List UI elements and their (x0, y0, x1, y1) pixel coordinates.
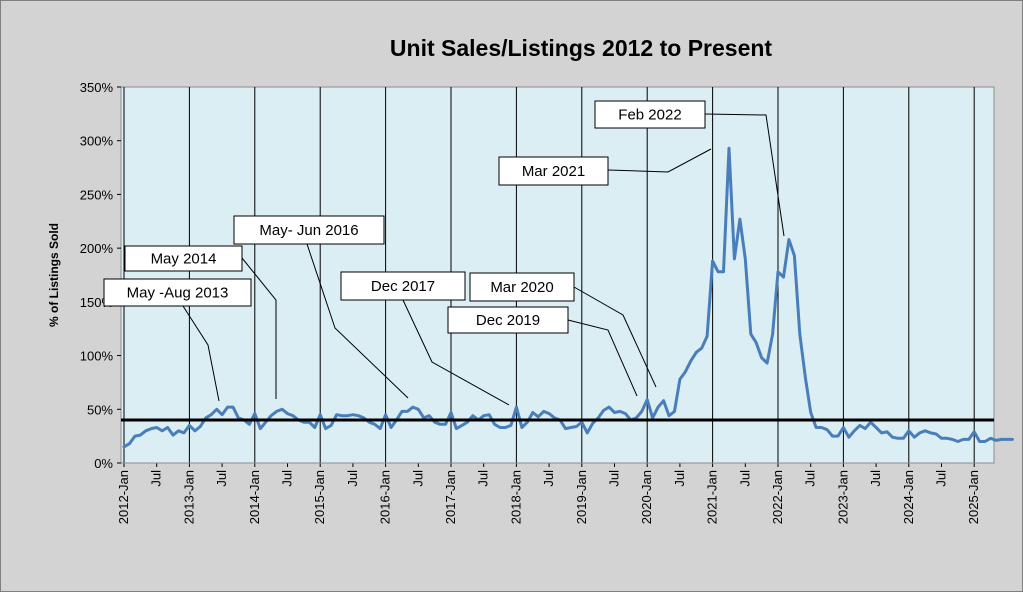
x-tick-label: 2014-Jan (247, 470, 262, 524)
annotation-leader (182, 305, 220, 402)
x-tick-label: Jul (280, 470, 295, 487)
axis-layer: 0%50%100%150%200%250%300%350%2012-Jan Jul… (80, 80, 994, 524)
x-tick-label: 2016-Jan (378, 470, 393, 524)
annotation-box (447, 306, 569, 334)
annotation-leader (306, 243, 409, 399)
annotation-box (233, 215, 385, 245)
annotation-label: May 2014 (151, 251, 217, 268)
x-tick-label: 2013-Jan (181, 470, 196, 524)
x-tick-label: Jul (214, 470, 229, 487)
annotation-box (103, 278, 252, 307)
y-tick-label: 50% (87, 402, 113, 417)
grid-layer (123, 87, 975, 463)
annotation-box (594, 100, 706, 129)
x-tick-label: 2019-Jan (574, 470, 589, 524)
series-layer (121, 146, 1014, 449)
x-tick-label: Jul (868, 470, 883, 487)
x-tick-label: 2024-Jan (901, 470, 916, 524)
annotation-leader (567, 319, 638, 397)
x-tick-label: 2017-Jan (443, 470, 458, 524)
y-axis-label: % of Listings Sold (47, 223, 61, 327)
x-tick-label: Jul (934, 470, 949, 487)
y-tick-label: 300% (80, 134, 114, 149)
y-tick-label: 200% (80, 241, 114, 256)
x-tick-label: 2023-Jan (835, 470, 850, 524)
x-tick-label: 2018-Jan (508, 470, 523, 524)
annotation-label: Dec 2019 (476, 312, 540, 329)
annotation-box (469, 272, 575, 302)
annotation-leader (402, 299, 510, 406)
annotation-leader (241, 257, 277, 399)
x-tick-label: Jul (149, 470, 164, 487)
series-line (122, 146, 1014, 449)
x-tick-label: 2012-Jan (116, 470, 131, 524)
annotation-layer: May -Aug 2013 May 2014 May- Jun 2016 Dec 20… (103, 100, 785, 406)
x-tick-label: Jul (410, 470, 425, 487)
annotation-label: Mar 2021 (522, 163, 585, 180)
x-tick-label: Jul (541, 470, 556, 487)
x-tick-label: 2021-Jan (705, 470, 720, 524)
x-tick-label: Jul (737, 470, 752, 487)
x-tick-label: Jul (803, 470, 818, 487)
x-tick-label: Jul (345, 470, 360, 487)
y-tick-label: 250% (80, 187, 114, 202)
annotation-box (498, 156, 609, 186)
x-tick-label: 2015-Jan (312, 470, 327, 524)
y-tick-label: 100% (80, 349, 114, 364)
y-tick-label: 0% (94, 456, 113, 471)
annotation-box (124, 245, 243, 272)
annotation-label: May -Aug 2013 (127, 285, 229, 302)
chart-title: Unit Sales/Listings 2012 to Present (389, 35, 773, 61)
x-tick-label: 2022-Jan (770, 470, 785, 524)
annotation-label: Dec 2017 (371, 278, 435, 295)
annotation-leader (573, 286, 657, 388)
y-tick-label: 350% (80, 80, 114, 95)
annotation-leader (607, 148, 712, 173)
annotation-box (340, 271, 466, 301)
annotation-label: Mar 2020 (490, 279, 553, 296)
x-tick-label: Jul (476, 470, 491, 487)
x-tick-label: Jul (672, 470, 687, 487)
x-tick-label: 2020-Jan (639, 470, 654, 524)
x-tick-label: 2025-Jan (966, 470, 981, 524)
annotation-leader (704, 113, 785, 237)
annotation-label: May- Jun 2016 (259, 222, 358, 239)
x-tick-label: Jul (607, 470, 622, 487)
annotation-label: Feb 2022 (618, 107, 681, 124)
